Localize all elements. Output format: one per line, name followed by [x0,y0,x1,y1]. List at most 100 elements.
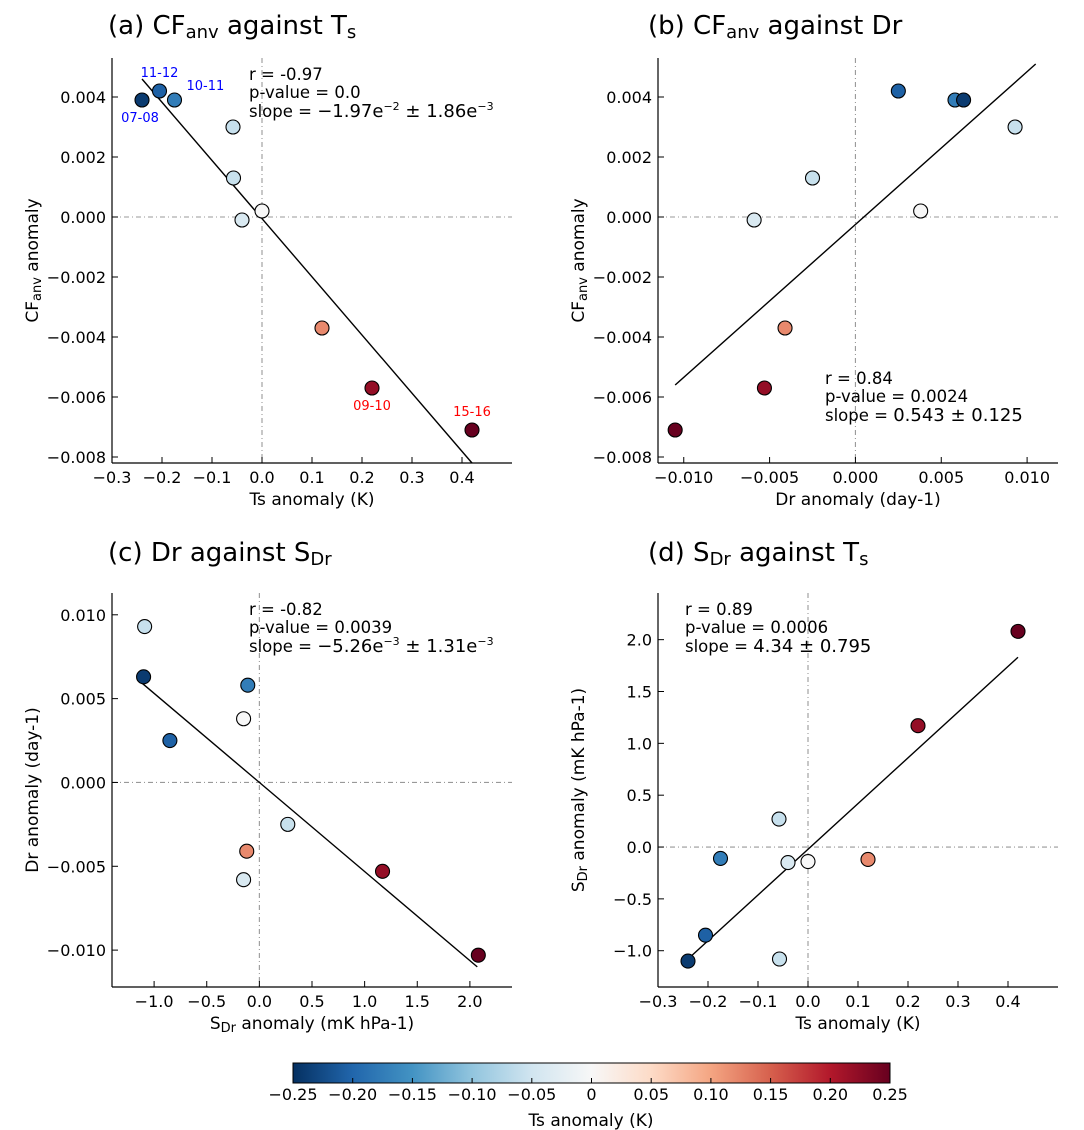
y-tick-label: 0.002 [60,148,106,167]
y-tick-label: −0.5 [613,890,652,909]
text-part: Ts anomaly (K) [248,490,374,510]
scatter-point [910,718,926,734]
scatter-point [470,947,486,963]
x-tick-label: 0.1 [845,992,870,1011]
y-tick-label: 0.0 [627,838,652,857]
y-tick-label: −0.006 [593,388,652,407]
text-part: slope = [249,102,317,121]
y-axis-label: CFanv anomaly [23,198,45,322]
text-part: −2 [383,100,399,113]
scatter-point [240,677,256,693]
colorbar-tick-label: 0 [586,1085,596,1104]
y-tick-label: 0.000 [606,208,652,227]
panel-a: (a) CFanv against Ts−0.3 −0.2 −0.1 0.0 0.1 0.… [23,11,512,510]
x-tick-label: −0.1 [193,468,232,487]
scatter-point [225,119,241,135]
panel-b: (b) CFanv against Dr−0.010 −0.005 0.000 0.0… [569,11,1058,510]
x-axis-label: Ts anomaly (K) [794,1014,920,1034]
stat-p-value: p-value = 0.0039 [249,618,392,637]
y-tick-label: 0.004 [606,88,652,107]
scatter-point [162,732,178,749]
colorbar: −0.25 −0.20 −0.15 −0.10 −0.05 0 0.05 0.10 0.15 0.… [268,1062,908,1130]
scatter-point [890,83,906,99]
text-part: (b) CF [648,11,726,41]
text-part: 4.34 ± 0.795 [753,636,871,657]
x-tick-label: 0.000 [833,468,879,487]
scatter-point [374,863,391,879]
x-tick-label: −0.010 [654,468,713,487]
x-tick-label: −0.2 [143,468,182,487]
y-tick-label: 0.002 [606,148,652,167]
colorbar-tick-label: −0.15 [388,1085,437,1104]
scatter-point [134,92,150,108]
colorbar-tick-label: 0.15 [753,1085,789,1104]
scatter-point [771,951,788,967]
text-part: anv [576,277,591,301]
point-annotation: 09-10 [353,399,391,414]
text-part: against T [219,11,347,41]
y-tick-label: −0.006 [47,388,106,407]
text-part: S [210,1014,221,1034]
x-tick-label: 1.5 [405,992,430,1011]
text-part: CF [569,301,589,323]
stat-slope: slope = 0.543 ± 0.125 [825,405,1023,426]
scatter-point [239,843,255,859]
x-tick-label: 0.0 [249,468,274,487]
stat-slope: slope = −5.26e−3 ± 1.31e−3 [249,635,494,657]
text-part: anomaly (mK hPa-1) [569,688,589,866]
x-tick-label: 2.0 [457,992,482,1011]
scatter-point [166,92,183,108]
scatter-point [1010,623,1026,639]
colorbar-tick-label: 0.05 [633,1085,669,1104]
point-annotation: 10-11 [187,79,225,94]
y-tick-label: 1.5 [627,683,652,702]
x-axis-label: Dr anomaly (day-1) [775,490,940,510]
text-part: −3 [477,635,493,648]
y-tick-label: 0.5 [627,786,652,805]
y-tick-label: 0.004 [60,88,106,107]
x-tick-label: 1.0 [352,992,377,1011]
text-part: slope = [249,637,317,656]
regression-line [142,683,478,968]
text-part: anv [726,22,759,43]
text-part: anv [186,22,219,43]
colorbar-label: Ts anomaly (K) [527,1111,653,1130]
point-annotation: 15-16 [453,405,491,420]
y-tick-label: 0.005 [60,690,106,709]
scatter-point [860,851,876,868]
stat-r: r = -0.97 [249,65,323,84]
y-axis-label: SDr anomaly (mK hPa-1) [569,688,591,892]
x-tick-label: 0.1 [299,468,324,487]
colorbar-tick-label: −0.20 [328,1085,377,1104]
text-part: −3 [477,100,493,113]
x-tick-label: 0.2 [895,992,920,1011]
text-part: anomaly [569,198,589,277]
x-tick-label: −1.0 [135,992,174,1011]
point-annotation: 11-12 [141,66,179,81]
scatter-point [254,203,270,219]
y-tick-label: −0.004 [593,328,652,347]
colorbar-tick-label: −0.05 [507,1085,556,1104]
stat-p-value: p-value = 0.0024 [825,387,968,406]
scatter-point [151,83,168,99]
scatter-point [464,422,480,438]
stat-r: r = 0.84 [825,369,893,388]
scatter-point [756,380,772,396]
stat-p-value: p-value = 0.0006 [685,618,828,637]
scatter-point [667,422,683,438]
x-tick-label: 0.010 [1004,468,1050,487]
y-tick-label: −0.002 [47,268,106,287]
x-tick-label: −0.3 [639,992,678,1011]
text-part: slope = [825,406,893,425]
text-part: Dr anomaly (day-1) [775,490,940,510]
y-tick-label: −0.010 [47,941,106,960]
x-tick-label: −0.3 [93,468,132,487]
y-tick-label: −0.005 [47,857,106,876]
scatter-point [364,380,380,396]
x-axis-label: Ts anomaly (K) [248,490,374,510]
regression-line [674,63,1037,386]
scatter-point [771,811,787,827]
stat-p-value: p-value = 0.0 [249,83,361,102]
text-part: (d) S [648,538,710,568]
